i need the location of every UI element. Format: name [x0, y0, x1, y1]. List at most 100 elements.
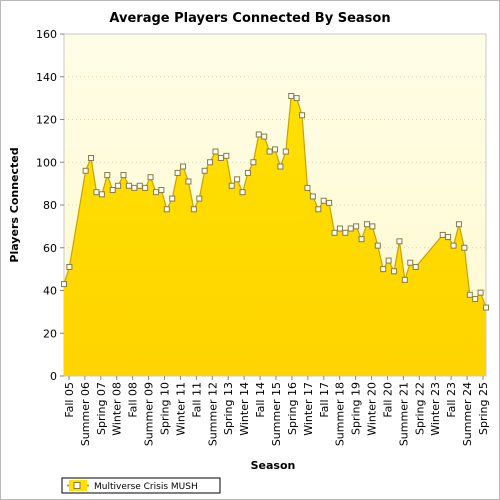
- data-point: [255, 131, 262, 138]
- data-point: [125, 182, 132, 189]
- x-tick-label: Spring 10: [159, 382, 172, 435]
- data-point: [450, 242, 457, 249]
- data-point: [309, 193, 316, 200]
- area-fill: [64, 95, 486, 377]
- data-point: [401, 276, 408, 283]
- data-point: [250, 159, 257, 166]
- data-point: [407, 259, 414, 266]
- data-point: [483, 304, 489, 311]
- data-point: [104, 172, 111, 179]
- x-tick-label: Spring 16: [286, 382, 299, 435]
- x-tick-label: Fall 08: [127, 382, 140, 418]
- data-point: [120, 172, 127, 179]
- data-point: [461, 244, 468, 251]
- data-point: [93, 189, 100, 196]
- data-point: [396, 238, 403, 245]
- x-axis-ticks: Fall 05 Summer 06 Spring 07 Winter 08 Fall 0…: [63, 376, 490, 446]
- data-point: [115, 182, 122, 189]
- data-point: [288, 92, 295, 99]
- data-point: [131, 184, 138, 191]
- x-tick-label: Fall 23: [445, 382, 458, 418]
- x-tick-label: Summer 09: [143, 382, 156, 446]
- y-tick-label: 60: [43, 242, 57, 255]
- x-tick-label: Summer 12: [206, 382, 219, 446]
- data-point: [353, 223, 360, 230]
- x-tick-label: Winter 11: [174, 382, 187, 436]
- y-tick-label: 160: [36, 28, 57, 41]
- data-point: [466, 291, 473, 298]
- legend-marker: [73, 482, 81, 489]
- x-tick-label: Winter 17: [302, 382, 315, 436]
- data-point: [207, 159, 214, 166]
- x-tick-label: Winter 23: [429, 382, 442, 436]
- y-axis-ticks: 0 20 40 60 80 100 120 140 160: [36, 28, 64, 383]
- data-point: [439, 231, 446, 238]
- data-point: [163, 206, 170, 213]
- y-tick-label: 120: [36, 114, 57, 127]
- data-point: [336, 225, 343, 232]
- data-point: [223, 152, 230, 159]
- data-point: [374, 242, 381, 249]
- data-point: [282, 148, 289, 155]
- data-point: [455, 221, 462, 228]
- data-point: [277, 163, 284, 170]
- y-axis-label: Players Connected: [8, 147, 21, 262]
- legend: Multiverse Crisis MUSH: [61, 477, 221, 494]
- data-point: [239, 189, 246, 196]
- data-point: [261, 133, 268, 140]
- data-point: [142, 184, 149, 191]
- data-point: [293, 95, 300, 102]
- x-tick-label: Fall 17: [318, 382, 331, 418]
- data-point: [66, 263, 73, 270]
- data-point: [82, 167, 89, 174]
- data-point: [61, 281, 67, 288]
- x-tick-label: Fall 20: [381, 382, 394, 418]
- data-point: [201, 167, 208, 174]
- data-point: [158, 187, 165, 194]
- data-point: [212, 148, 219, 155]
- data-point: [342, 229, 349, 236]
- data-point: [299, 112, 306, 119]
- x-tick-label: Fall 11: [190, 382, 203, 418]
- data-point: [358, 236, 365, 243]
- y-tick-label: 0: [50, 370, 57, 383]
- y-tick-label: 100: [36, 156, 57, 169]
- data-point: [88, 154, 95, 161]
- x-tick-label: Spring 22: [413, 382, 426, 435]
- data-point: [244, 169, 251, 176]
- data-point: [304, 184, 311, 191]
- data-point: [331, 229, 338, 236]
- data-point: [228, 182, 235, 189]
- legend-box: [61, 477, 221, 494]
- data-point: [217, 154, 224, 161]
- x-tick-label: Spring 19: [350, 382, 363, 435]
- data-point: [196, 195, 203, 202]
- data-point: [272, 146, 278, 153]
- data-point: [477, 289, 484, 296]
- x-tick-label: Winter 20: [366, 382, 379, 436]
- data-point: [347, 225, 354, 232]
- x-tick-label: Fall 05: [63, 382, 76, 418]
- y-tick-label: 20: [43, 327, 57, 340]
- data-point: [385, 257, 392, 264]
- data-point: [363, 221, 370, 228]
- data-point: [391, 268, 398, 275]
- x-tick-label: Spring 07: [95, 382, 108, 435]
- data-point: [185, 178, 192, 185]
- data-point: [412, 263, 419, 270]
- y-tick-label: 80: [43, 199, 57, 212]
- data-point: [190, 206, 197, 213]
- series-markers: [61, 92, 489, 311]
- legend-entry: Multiverse Crisis MUSH: [94, 482, 198, 492]
- chart-title: Average Players Connected By Season: [109, 11, 390, 26]
- data-point: [326, 199, 333, 206]
- data-point: [320, 197, 327, 204]
- y-tick-label: 140: [36, 71, 57, 84]
- data-point: [147, 174, 154, 181]
- data-point: [369, 223, 376, 230]
- data-point: [234, 176, 241, 183]
- y-tick-label: 40: [43, 285, 57, 298]
- x-axis-label: Season: [251, 459, 296, 472]
- data-point: [98, 191, 105, 198]
